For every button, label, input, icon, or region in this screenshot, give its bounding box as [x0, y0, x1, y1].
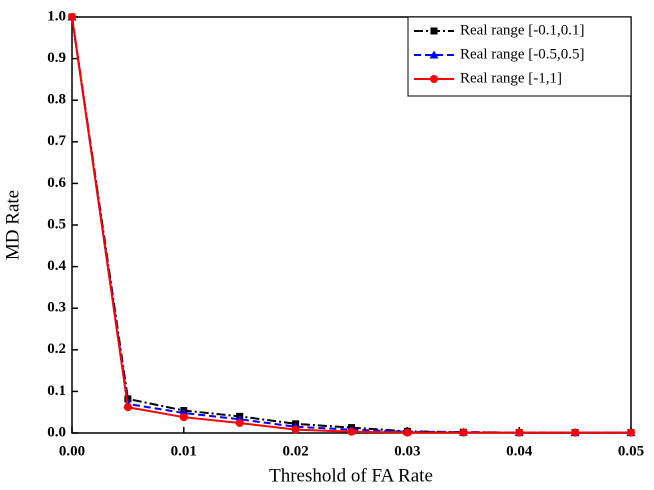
marker: [515, 428, 524, 437]
legend-label: Real range [-0.5,0.5]: [460, 46, 585, 62]
legend-marker: [430, 27, 438, 35]
marker: [403, 428, 412, 437]
x-tick-label: 0.02: [282, 443, 308, 459]
y-tick-label: 0.5: [47, 216, 66, 232]
x-tick-label: 0.05: [618, 443, 644, 459]
marker: [179, 413, 188, 422]
legend-marker: [429, 50, 439, 59]
marker: [627, 428, 635, 437]
y-tick-label: 0.8: [47, 92, 66, 108]
marker: [68, 13, 76, 21]
y-tick-label: 0.3: [47, 300, 66, 316]
y-tick-label: 0.0: [47, 424, 66, 440]
x-tick-label: 0.04: [506, 443, 533, 459]
y-tick-label: 1.0: [47, 8, 66, 24]
marker: [291, 425, 300, 434]
y-tick-label: 0.6: [47, 175, 66, 191]
x-axis-title: Threshold of FA Rate: [269, 465, 433, 486]
marker: [347, 427, 356, 436]
y-tick-label: 0.7: [47, 133, 66, 149]
x-tick-label: 0.03: [394, 443, 420, 459]
marker: [235, 419, 244, 428]
legend-box: [407, 16, 632, 97]
y-tick-label: 0.2: [47, 341, 66, 357]
x-tick-label: 0.00: [59, 443, 85, 459]
marker: [123, 403, 132, 412]
y-tick-label: 0.4: [47, 258, 66, 274]
x-tick-label: 0.01: [171, 443, 197, 459]
legend-label: Real range [-1,1]: [460, 70, 562, 86]
marker: [459, 428, 468, 437]
y-tick-label: 0.1: [47, 383, 66, 399]
marker: [571, 428, 580, 437]
legend-marker: [430, 75, 438, 83]
y-tick-label: 0.9: [47, 50, 66, 66]
y-axis-title: MD Rate: [2, 190, 23, 260]
legend-label: Real range [-0.1,0.1]: [460, 22, 585, 38]
